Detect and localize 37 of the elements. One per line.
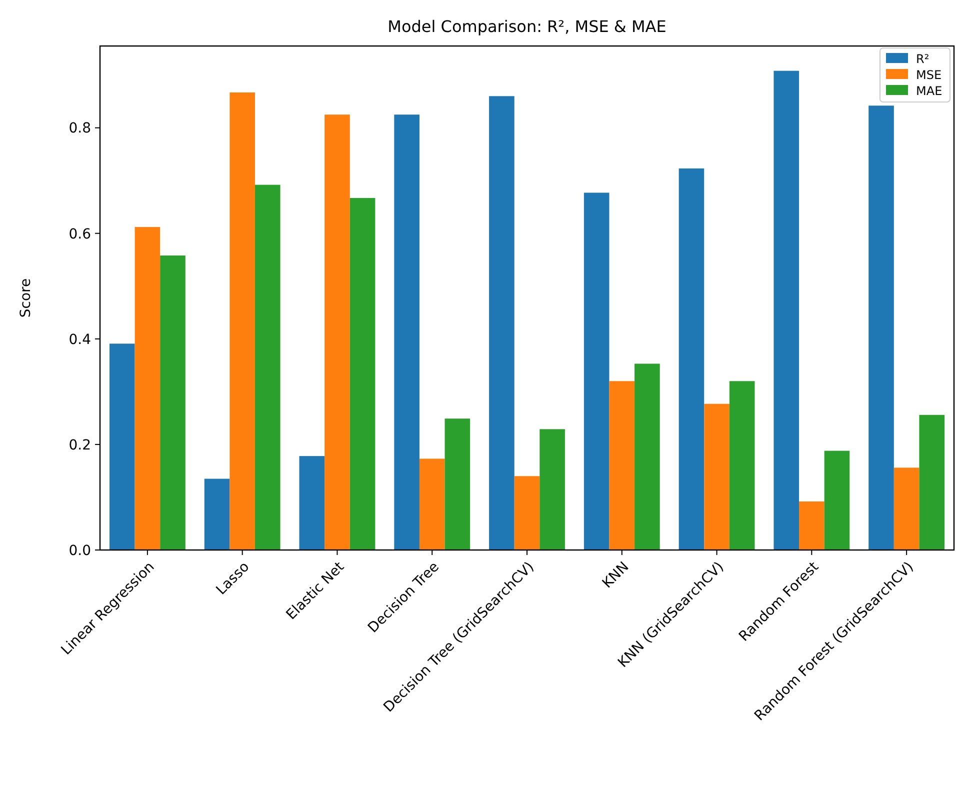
bar xyxy=(444,418,470,550)
bar xyxy=(868,106,894,550)
bar xyxy=(394,114,420,550)
bar xyxy=(540,429,565,550)
bar xyxy=(299,456,325,550)
bar xyxy=(894,468,920,550)
bar xyxy=(254,184,280,550)
bar xyxy=(678,168,704,550)
bar xyxy=(919,414,945,550)
bar xyxy=(799,501,824,550)
y-axis-title: Score xyxy=(18,278,34,318)
bar xyxy=(584,192,610,550)
bar xyxy=(109,344,135,550)
bar xyxy=(419,458,445,550)
bar xyxy=(134,227,160,550)
bar xyxy=(514,476,540,550)
y-tick-label: 0.4 xyxy=(68,332,92,348)
legend-label: R² xyxy=(916,52,930,66)
legend-label: MAE xyxy=(916,84,942,98)
y-tick-label: 0.6 xyxy=(68,226,92,242)
bar xyxy=(609,381,635,550)
y-tick-label: 0.8 xyxy=(68,120,91,137)
bar xyxy=(230,92,255,550)
bar xyxy=(704,404,730,550)
y-tick-label: 0.2 xyxy=(68,437,91,454)
bar xyxy=(489,96,514,550)
bar xyxy=(204,478,230,550)
bar xyxy=(160,256,186,550)
bar xyxy=(324,114,350,550)
bar xyxy=(729,381,755,550)
chart-title: Model Comparison: R², MSE & MAE xyxy=(388,17,666,36)
bar xyxy=(824,450,850,550)
bar xyxy=(774,70,800,550)
bar xyxy=(350,198,376,550)
legend-label: MSE xyxy=(916,68,942,82)
bar xyxy=(634,364,660,550)
y-tick-label: 0.0 xyxy=(68,542,91,559)
